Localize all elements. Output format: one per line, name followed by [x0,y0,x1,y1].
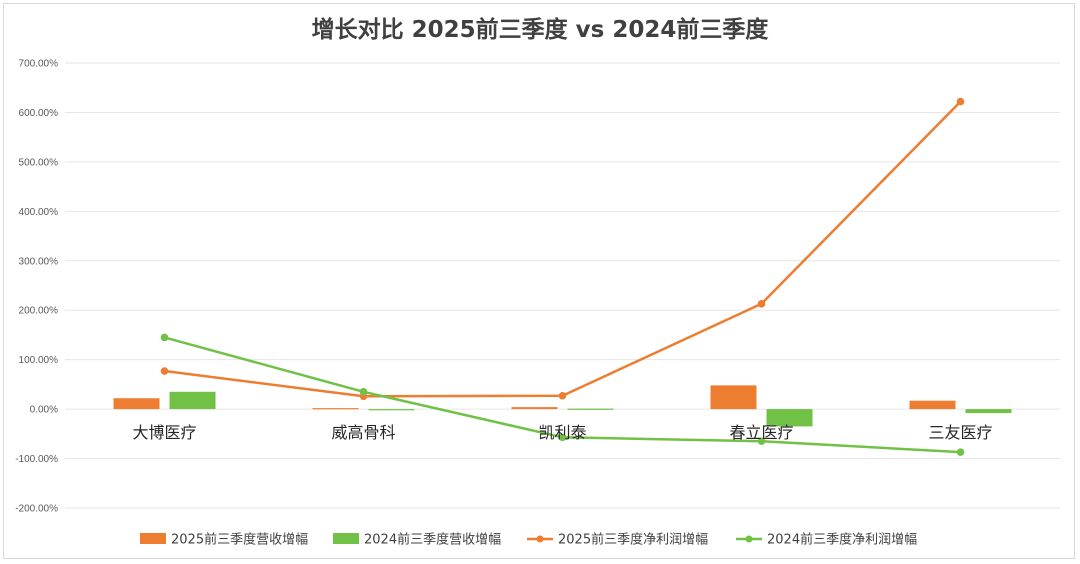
bar [965,409,1012,414]
grid-layer [65,62,1060,509]
bar [710,385,757,410]
y-tick-label: 500.00% [19,157,59,168]
bar [113,398,160,410]
line-layer [160,97,965,456]
legend-marker [536,535,544,543]
bar [511,407,558,410]
category-label: 春立医疗 [729,423,793,442]
y-tick-label: 400.00% [19,207,59,218]
bar [909,400,956,410]
y-tick-label: -100.00% [15,454,58,465]
series-line [164,100,962,398]
bar [368,409,415,411]
bar [169,391,216,410]
bar [312,408,359,410]
data-point [757,437,766,446]
y-tick-label: -200.00% [15,504,58,515]
legend-label: 2025前三季度净利润增幅 [558,532,708,548]
legend-label: 2024前三季度净利润增幅 [767,532,917,548]
data-point [160,367,169,375]
category-label: 大博医疗 [132,423,196,442]
category-label: 三友医疗 [928,423,992,442]
chart-frame [3,3,1075,559]
y-tick-label: 0.00% [30,405,58,416]
bar [567,408,614,410]
data-point [558,433,567,442]
data-point [359,388,368,396]
data-point [160,333,169,342]
legend: 2025前三季度营收增幅 2024前三季度营收增幅 2025前三季度净利润增幅 202… [140,532,917,548]
legend-swatch [333,533,359,544]
data-point [757,299,766,308]
y-tick-label: 300.00% [19,256,59,267]
category-label: 威高骨科 [331,423,395,442]
data-point [956,97,965,106]
chart-title: 增长对比 2025前三季度 vs 2024前三季度 [312,16,770,43]
category-labels: 大博医疗 威高骨科 凯利泰 春立医疗 三友医疗 [132,423,992,442]
data-point [956,448,965,456]
legend-label: 2025前三季度营收增幅 [171,532,308,548]
y-tick-label: 100.00% [19,355,59,366]
legend-swatch [140,533,166,544]
y-tick-label: 200.00% [19,306,59,317]
y-tick-label: 600.00% [19,108,59,119]
data-point [558,391,567,400]
legend-label: 2024前三季度营收增幅 [364,532,501,548]
y-tick-label: 700.00% [19,59,59,70]
y-axis-ticks: 700.00% 600.00% 500.00% 400.00% 300.00% 200.0… [15,59,58,515]
bar-layer [113,385,1012,427]
legend-marker [745,535,753,543]
bar [766,409,813,427]
category-label: 凯利泰 [538,423,586,442]
